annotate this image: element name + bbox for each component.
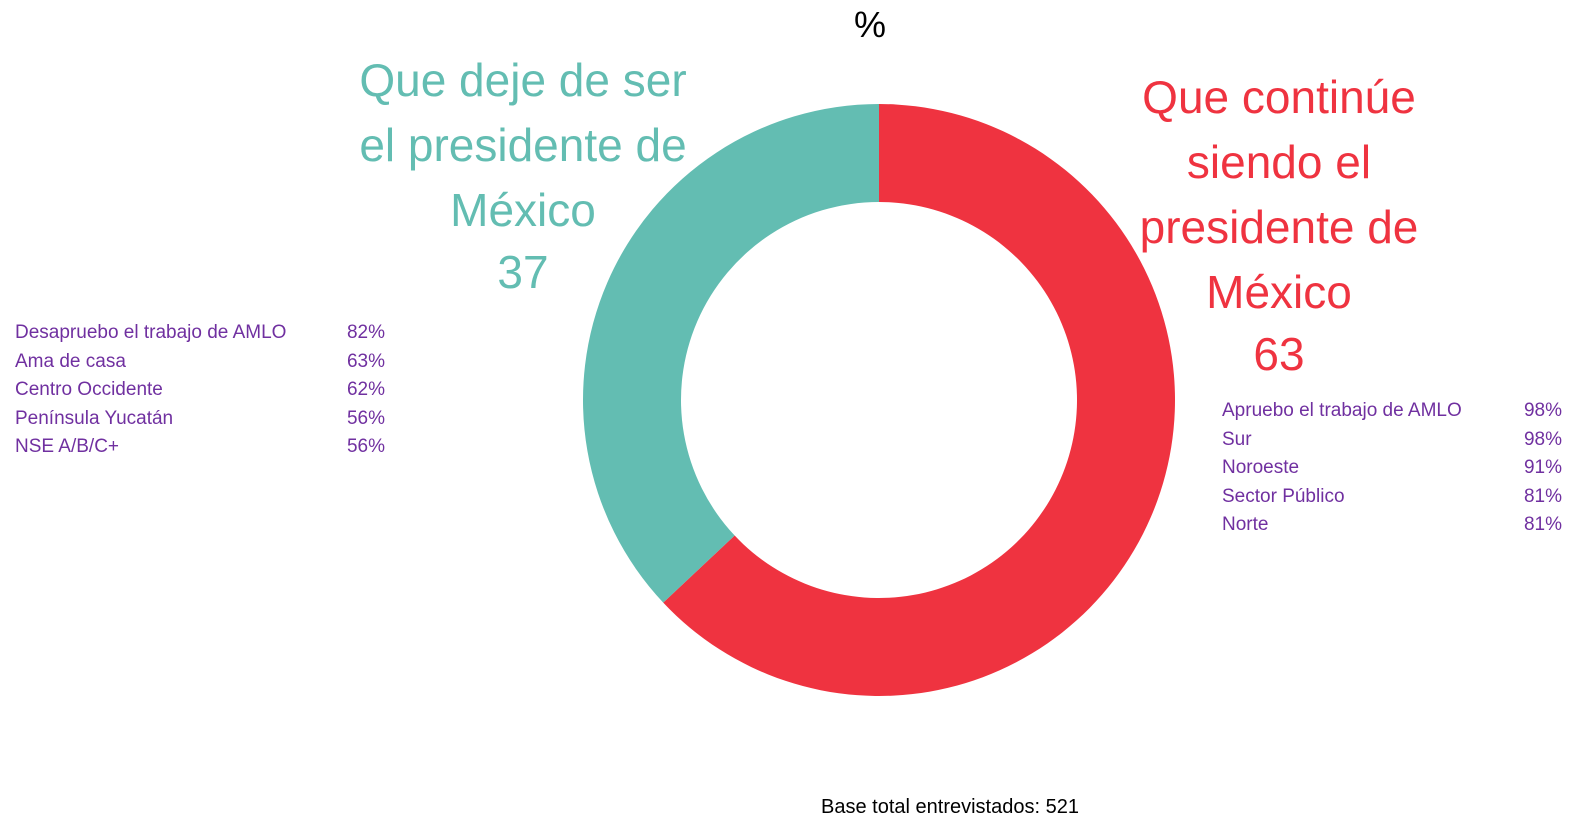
list-row: Península Yucatán 56%: [15, 405, 385, 434]
slice-label: Que continúe siendo el presidente de Méx…: [1139, 71, 1419, 318]
list-label: Península Yucatán: [15, 407, 174, 429]
list-label: Norte: [1222, 514, 1269, 535]
list-row: Apruebo el trabajo de AMLO 98%: [1222, 397, 1562, 426]
list-value: 56%: [346, 436, 385, 457]
right-list: Apruebo el trabajo de AMLO 98% Sur 98% Noroe…: [1222, 397, 1562, 540]
list-value: 98%: [1523, 428, 1562, 450]
list-row: Norte 81%: [1222, 511, 1562, 540]
list-label: NSE A/B/C+: [15, 436, 120, 457]
chart-title: %: [853, 4, 886, 45]
slice-value: 37: [497, 246, 549, 298]
slice-label: Que deje de ser el presidente de México: [359, 54, 687, 236]
list-row: Sur 98%: [1222, 426, 1562, 455]
list-row: Centro Occidente 62%: [15, 376, 385, 405]
list-row: NSE A/B/C+ 56%: [15, 433, 385, 462]
list-row: Ama de casa 63%: [15, 348, 385, 377]
list-label: Desapruebo el trabajo de AMLO: [15, 322, 287, 343]
list-value: 56%: [346, 407, 385, 429]
list-value: 63%: [346, 350, 385, 372]
list-label: Centro Occidente: [15, 379, 163, 400]
list-label: Sector Público: [1222, 485, 1345, 507]
list-value: 98%: [1523, 400, 1562, 421]
list-row: Desapruebo el trabajo de AMLO 82%: [15, 319, 385, 348]
list-label: Sur: [1222, 428, 1252, 450]
list-label: Noroeste: [1222, 457, 1300, 478]
list-value: 91%: [1523, 457, 1562, 478]
donut-slice: [583, 104, 879, 603]
list-label: Ama de casa: [15, 350, 126, 372]
list-label: Apruebo el trabajo de AMLO: [1222, 400, 1462, 421]
list-value: 82%: [346, 322, 385, 343]
donut-slice: [663, 104, 1175, 696]
footnote: Base total entrevistados: 521: [821, 796, 1079, 818]
slice-value: 63: [1253, 328, 1305, 380]
list-value: 81%: [1523, 485, 1562, 507]
left-list: Desapruebo el trabajo de AMLO 82% Ama de c…: [15, 319, 385, 462]
list-value: 81%: [1523, 514, 1562, 535]
list-value: 62%: [346, 379, 385, 400]
list-row: Sector Público 81%: [1222, 483, 1562, 512]
list-row: Noroeste 91%: [1222, 454, 1562, 483]
